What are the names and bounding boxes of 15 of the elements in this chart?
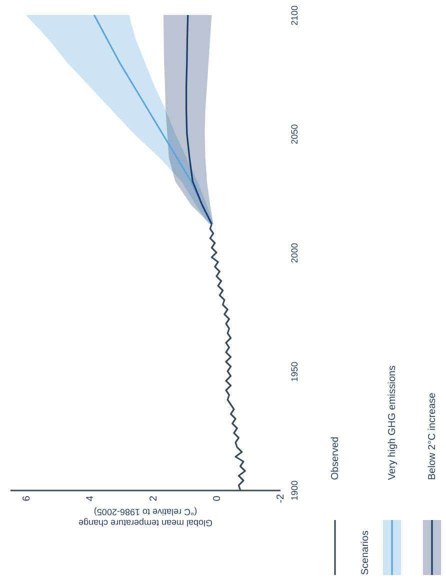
y-tick-label: 2050 — [290, 124, 300, 144]
x-tick-label: 2 — [148, 495, 160, 502]
x-axis-title: Global mean temperature change (°C relative to 1986-2005) — [78, 506, 213, 528]
x-tick-label: 0 — [212, 495, 223, 502]
y-tick-label: 1950 — [290, 362, 300, 382]
x-tick-label: 4 — [84, 495, 96, 502]
text: Below 2°C increase — [427, 392, 438, 480]
legend-title: Scenarios — [360, 530, 371, 575]
text: Observed — [330, 436, 341, 480]
x-tick-label: -2 — [276, 494, 286, 503]
x-tick-label: 6 — [21, 495, 32, 502]
y-tick-label: 1900 — [290, 480, 300, 501]
y-tick-label: 2000 — [290, 242, 300, 264]
y-tick-label: 2100 — [290, 5, 300, 26]
text: Very high GHG emissions — [387, 366, 398, 480]
